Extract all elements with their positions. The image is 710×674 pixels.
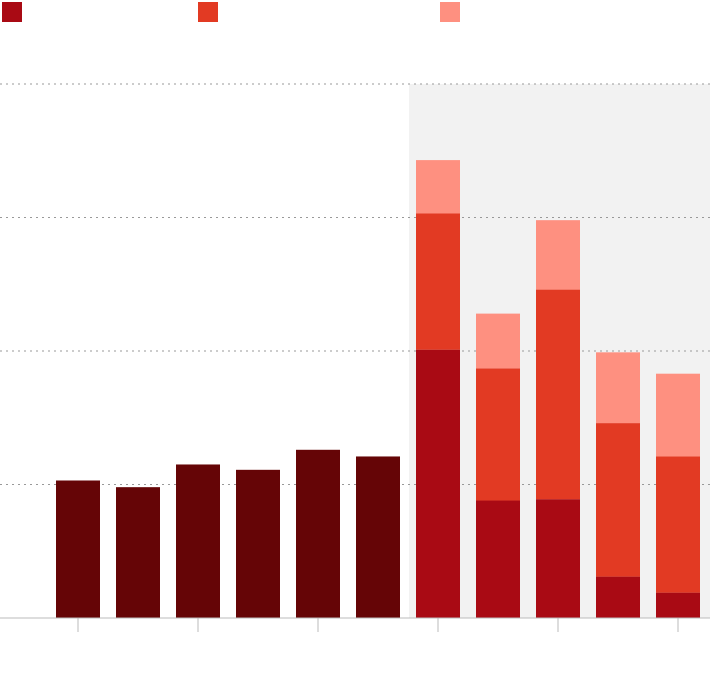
bar-segment	[236, 469, 280, 618]
bar-segment	[476, 368, 520, 501]
legend-swatch	[198, 2, 218, 22]
bar-segment	[296, 449, 340, 618]
bar-segment	[536, 220, 580, 290]
legend-swatch	[440, 2, 460, 22]
bar-segment	[356, 456, 400, 618]
bar-segment	[536, 289, 580, 500]
bar-segment	[116, 487, 160, 618]
bar-segment	[56, 480, 100, 618]
bar-segment	[596, 423, 640, 577]
bar-segment	[536, 499, 580, 618]
bar-segment	[476, 313, 520, 369]
bar-segment	[416, 349, 460, 618]
bar-segment	[416, 160, 460, 214]
bar-segment	[596, 352, 640, 424]
bar-segment	[476, 500, 520, 618]
bar-segment	[596, 576, 640, 618]
legend-swatch	[2, 2, 22, 22]
bar-segment	[656, 373, 700, 457]
bar-segment	[656, 592, 700, 618]
bar-segment	[416, 213, 460, 350]
bar-segment	[176, 464, 220, 618]
bar-segment	[656, 456, 700, 593]
